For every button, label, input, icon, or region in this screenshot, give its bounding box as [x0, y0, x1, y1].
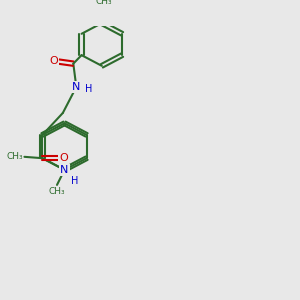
Text: H: H — [85, 84, 93, 94]
Text: N: N — [60, 165, 69, 175]
Text: CH₃: CH₃ — [49, 187, 65, 196]
Text: O: O — [59, 153, 68, 163]
Text: CH₃: CH₃ — [6, 152, 23, 161]
Text: CH₃: CH₃ — [95, 0, 112, 6]
Text: H: H — [71, 176, 79, 186]
Text: N: N — [72, 82, 80, 92]
Text: O: O — [50, 56, 58, 66]
